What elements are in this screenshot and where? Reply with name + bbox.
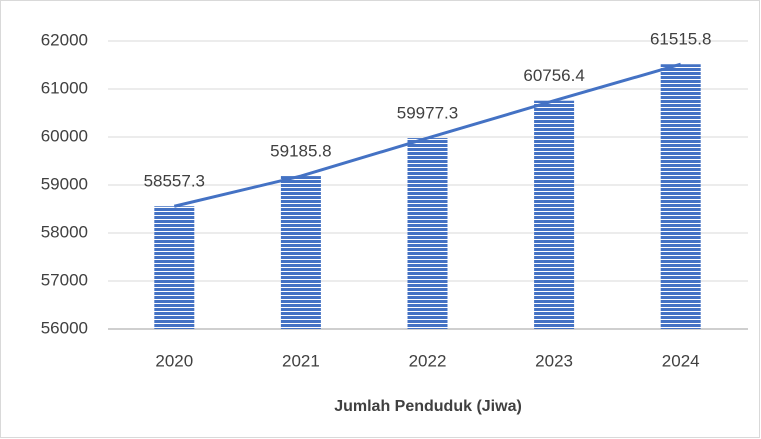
y-tick-label: 58000 bbox=[41, 222, 88, 241]
x-tick-label: 2021 bbox=[282, 351, 320, 370]
y-tick-label: 57000 bbox=[41, 270, 88, 289]
y-tick-label: 56000 bbox=[41, 318, 88, 337]
trend-line bbox=[173, 62, 682, 208]
data-label: 59977.3 bbox=[397, 104, 458, 123]
y-tick-label: 61000 bbox=[41, 78, 88, 97]
x-tick-label: 2023 bbox=[535, 351, 573, 370]
data-label: 59185.8 bbox=[270, 142, 331, 161]
y-tick-label: 59000 bbox=[41, 174, 88, 193]
data-label: 61515.8 bbox=[650, 30, 711, 49]
bar bbox=[280, 176, 321, 329]
bar bbox=[407, 138, 448, 329]
bar bbox=[660, 64, 701, 329]
x-tick-label: 2024 bbox=[662, 351, 700, 370]
y-tick-label: 60000 bbox=[41, 126, 88, 145]
data-label: 60756.4 bbox=[523, 66, 584, 85]
y-tick-label: 62000 bbox=[41, 30, 88, 49]
bar bbox=[154, 206, 195, 329]
x-tick-label: 2022 bbox=[409, 351, 447, 370]
x-tick-label: 2020 bbox=[155, 351, 193, 370]
data-label: 58557.3 bbox=[144, 172, 205, 191]
bar bbox=[534, 100, 575, 329]
x-axis-title: Jumlah Penduduk (Jiwa) bbox=[334, 398, 522, 415]
